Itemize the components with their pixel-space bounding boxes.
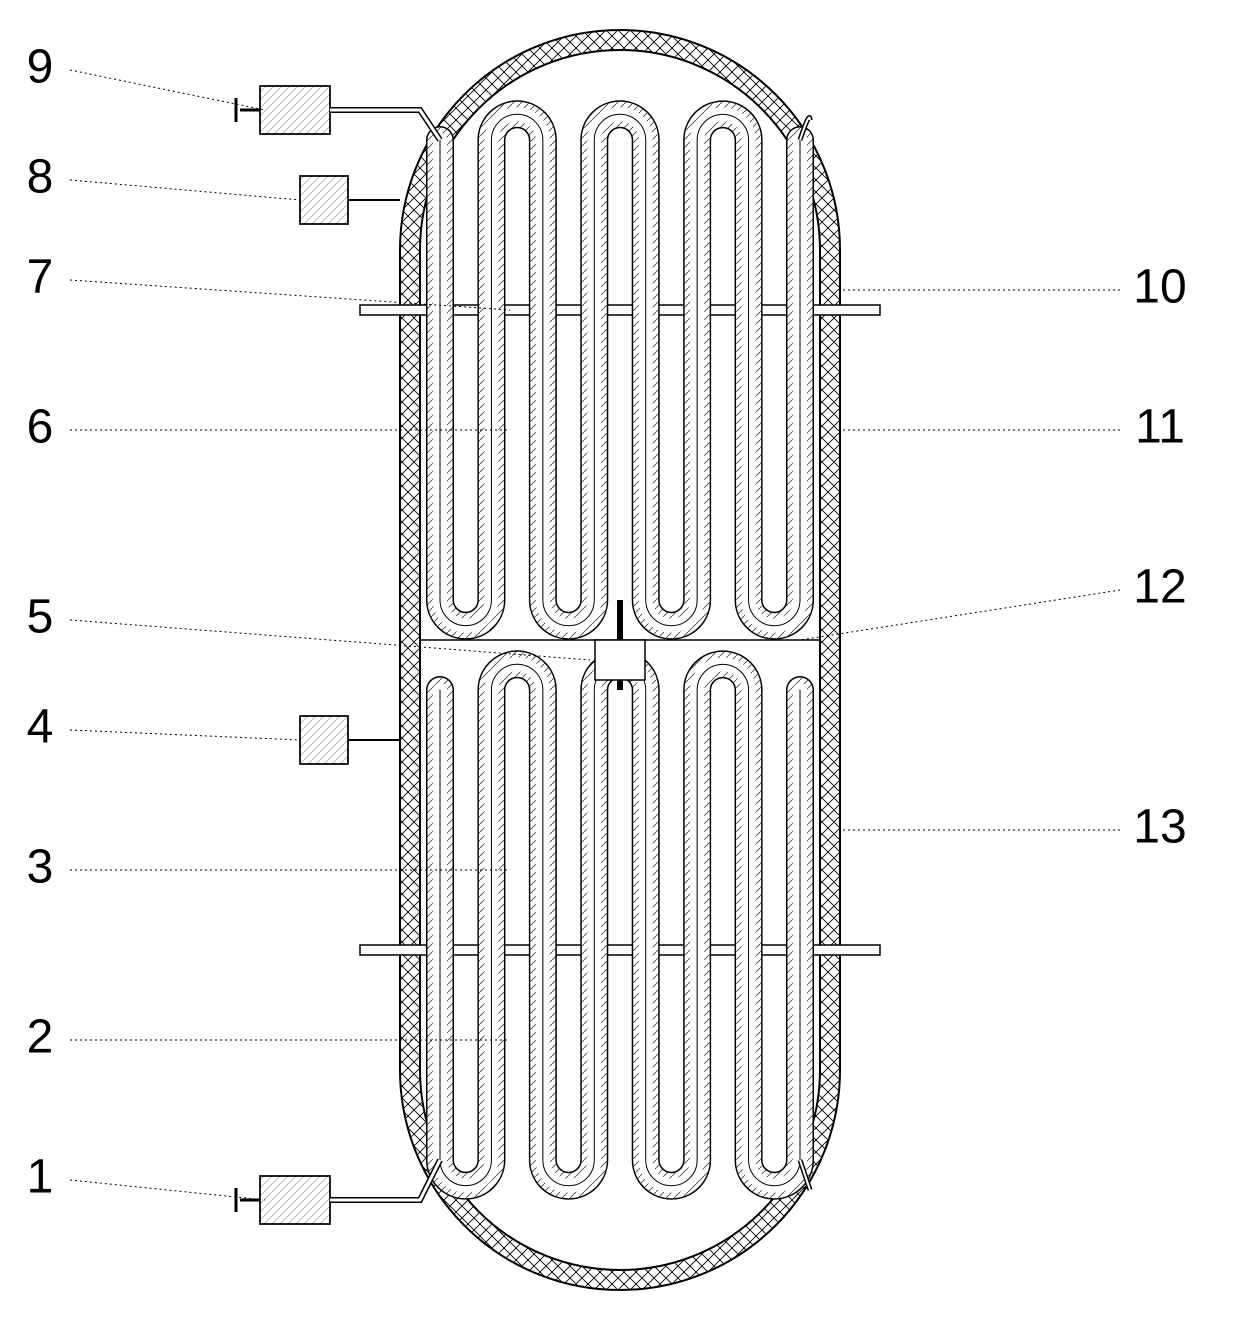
callout-number: 7 [27,251,54,304]
leader-line [70,180,300,200]
callout-number: 13 [1133,801,1186,854]
callout-number: 10 [1133,261,1186,314]
callout-number: 9 [27,41,54,94]
upper-coil [440,114,800,625]
callout-number: 4 [27,701,54,754]
callout-number: 6 [27,401,54,454]
port-box [236,86,330,134]
callout-number: 1 [27,1151,54,1204]
mid-junction-box [595,640,645,680]
port-box [300,176,348,224]
callout-number: 8 [27,151,54,204]
port-box [236,1176,330,1224]
callout-number: 2 [27,1011,54,1064]
callout-number: 11 [1135,401,1185,454]
port-box [300,716,348,764]
leader-line [70,730,300,740]
callout-number: 3 [27,841,54,894]
callout-number: 12 [1133,561,1186,614]
callout-number: 5 [27,591,54,644]
lower-coil [440,664,800,1185]
leader-line [800,590,1120,640]
